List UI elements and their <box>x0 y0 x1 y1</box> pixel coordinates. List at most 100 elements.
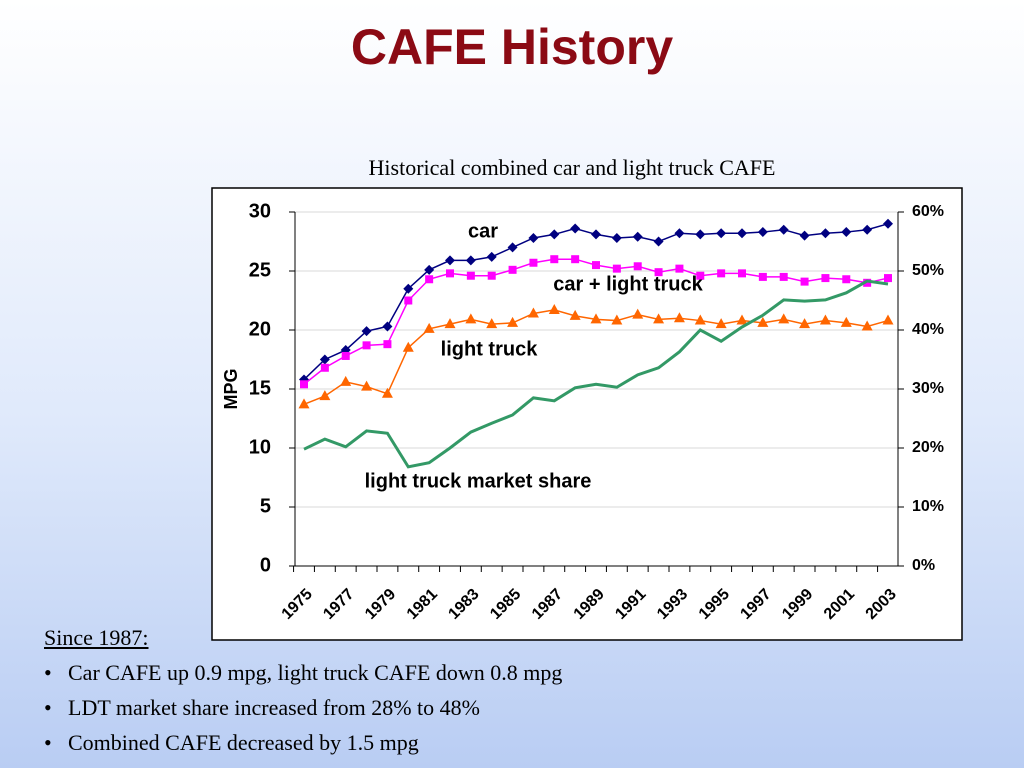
series-label: car <box>468 220 498 242</box>
marker <box>694 314 706 325</box>
marker <box>320 363 329 372</box>
marker <box>571 255 580 264</box>
marker <box>361 380 373 391</box>
chart-title: Historical combined car and light truck … <box>369 155 776 180</box>
marker <box>403 283 414 294</box>
marker <box>653 313 665 324</box>
marker <box>423 322 435 333</box>
marker <box>737 228 747 239</box>
marker <box>529 258 538 267</box>
marker <box>757 316 769 327</box>
marker <box>590 313 602 324</box>
marker <box>757 227 768 238</box>
y-tick-label: 30 <box>249 200 271 222</box>
marker <box>611 314 623 325</box>
marker <box>383 340 392 349</box>
marker <box>696 271 705 280</box>
marker <box>882 314 894 325</box>
marker <box>486 251 497 262</box>
marker <box>444 318 456 329</box>
marker <box>361 326 372 337</box>
marker <box>779 272 788 281</box>
marker <box>425 275 434 284</box>
marker <box>716 228 727 239</box>
y-tick-label: 5 <box>260 495 271 517</box>
marker <box>674 228 685 239</box>
marker <box>404 296 413 305</box>
bullet: Combined CAFE decreased by 1.5 mpg <box>44 725 562 760</box>
marker <box>549 229 560 240</box>
marker <box>507 316 519 327</box>
marker <box>465 313 477 324</box>
y-tick-label: 10 <box>249 436 271 458</box>
marker <box>550 255 559 264</box>
bullet: LDT market share increased from 28% to 4… <box>44 690 562 725</box>
marker <box>695 229 706 240</box>
marker <box>611 232 622 243</box>
bullet: Car CAFE up 0.9 mpg, light truck CAFE do… <box>44 655 562 690</box>
marker <box>632 231 643 242</box>
marker <box>863 278 872 287</box>
y-tick-label: 25 <box>249 259 271 281</box>
marker <box>486 318 498 329</box>
marker <box>800 277 809 286</box>
marker <box>548 303 560 314</box>
y-tick-label: 20 <box>249 318 271 340</box>
marker <box>298 398 310 409</box>
marker <box>715 318 727 329</box>
marker <box>445 255 455 266</box>
marker <box>862 224 873 235</box>
y-tick-label: 15 <box>249 377 271 399</box>
series-label: light truck <box>441 338 539 360</box>
y2-tick-label: 10% <box>912 498 944 515</box>
marker <box>717 269 726 278</box>
y2-tick-label: 20% <box>912 439 944 456</box>
marker <box>612 264 621 273</box>
marker <box>381 387 393 398</box>
series-label: light truck market share <box>365 470 592 492</box>
marker <box>569 309 581 320</box>
marker <box>591 229 601 240</box>
marker <box>799 318 811 329</box>
marker <box>508 265 517 274</box>
marker <box>300 380 308 389</box>
marker <box>487 271 496 280</box>
marker <box>319 390 331 401</box>
marker <box>820 228 831 239</box>
slide-title: CAFE History <box>350 19 674 75</box>
marker <box>465 255 476 266</box>
marker <box>507 242 518 253</box>
marker <box>841 227 852 238</box>
marker <box>799 230 810 241</box>
marker <box>778 224 789 235</box>
marker <box>446 269 454 278</box>
notes-heading: Since 1987: <box>44 625 149 650</box>
marker <box>362 341 371 350</box>
marker <box>654 268 663 277</box>
y2-tick-label: 50% <box>912 262 944 279</box>
marker <box>319 354 330 365</box>
y-axis-label: MPG <box>221 368 241 409</box>
y2-tick-label: 0% <box>912 557 935 574</box>
marker <box>675 264 684 273</box>
marker <box>402 341 414 352</box>
marker <box>778 313 790 324</box>
marker <box>653 236 664 247</box>
y2-tick-label: 60% <box>912 203 944 220</box>
y-tick-label: 0 <box>260 554 271 576</box>
marker <box>673 312 685 323</box>
marker <box>341 351 350 360</box>
marker <box>382 321 393 332</box>
marker <box>570 223 581 234</box>
marker <box>883 218 893 229</box>
marker <box>340 375 352 386</box>
y2-tick-label: 40% <box>912 321 944 338</box>
marker <box>861 320 873 331</box>
marker <box>466 271 475 280</box>
marker <box>821 274 830 283</box>
marker <box>758 272 767 281</box>
notes: Since 1987: Car CAFE up 0.9 mpg, light t… <box>44 620 562 760</box>
marker <box>842 275 851 284</box>
